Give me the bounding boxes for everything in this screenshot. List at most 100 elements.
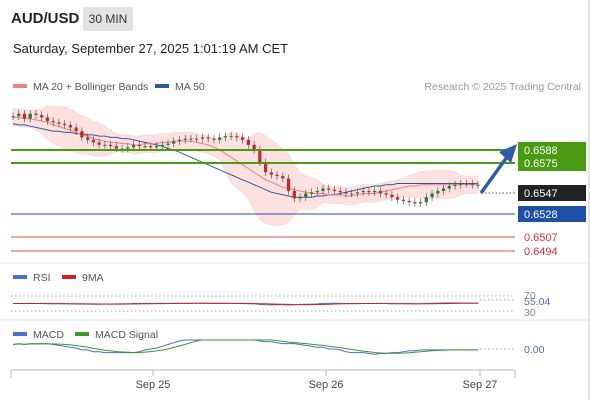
ma20-line [13,116,478,197]
candle-body [476,184,480,186]
candle-body [309,192,314,194]
candle-body [229,136,233,138]
bollinger-band-fill [12,105,479,227]
candle-body [74,127,78,132]
candle-body [367,190,371,193]
candle-body [143,146,147,148]
candle-body [57,122,61,124]
ma20-legend-label: MA 20 + Bollinger Bands [33,81,148,93]
candle-body [241,137,245,140]
candle-body [103,144,107,146]
candle-body [45,117,50,122]
candle-body [223,136,228,138]
forecast-arrow-shaft [479,155,509,195]
candle-body [126,147,130,149]
macd-legend-swatch [13,332,27,336]
candle-body [298,197,302,199]
candle-body [275,174,279,177]
timeframe-badge[interactable]: 30 MIN [83,7,133,31]
candle-body [424,197,428,203]
candle-body [86,137,90,140]
chart-right-border [588,0,590,400]
candle-body [436,190,440,194]
instrument-name: AUD/USD [11,10,80,27]
ma20-legend-swatch [13,84,27,88]
ma50-legend-label: MA 50 [175,81,205,93]
candle-body [361,190,365,193]
macd-panel: MACD MACD Signal 0.00 [12,329,545,356]
chart-header: AUD/USD 30 MIN Saturday, September 27, 2… [0,0,590,70]
candle-body [51,121,55,123]
candle-body [350,193,354,195]
candle-body [453,184,457,186]
candle-body [235,136,239,138]
x-tick-label-sep26: Sep 26 [309,379,344,391]
candle-body [183,138,187,140]
candle-body [286,178,291,191]
candle-body [63,123,67,125]
candle-body [373,190,377,193]
x-axis: Sep 25 Sep 26 Sep 27 [10,369,516,391]
candle-body [269,172,273,175]
candle-body [108,144,113,147]
macd-signal-legend-swatch [75,332,89,336]
rsi-level-30-label: 30 [524,307,536,319]
candle-body [114,146,118,149]
candle-body [11,116,15,118]
candle-body [200,137,205,139]
rsi-legend-swatch [13,275,27,279]
candle-body [131,144,136,148]
candle-body [390,194,394,198]
x-tick-label-sep27: Sep 27 [463,379,498,391]
level-value-green-upper: 0.6588 [524,145,558,157]
candle-body [470,183,474,185]
candle-body [418,202,423,204]
candlesticks [11,109,480,208]
candle-body [338,190,342,193]
price-panel: 0.6588 0.6575 0.6547 0.6528 0.6507 0.649… [11,105,586,258]
candle-body [459,183,463,185]
candle-body [189,138,193,140]
level-value-red-lower: 0.6494 [524,246,558,258]
chart-datetime: Saturday, September 27, 2025 1:01:19 AM … [13,41,289,56]
candle-body [413,202,417,204]
rsi-ma-legend-label: 9MA [82,272,104,284]
candle-body [304,193,308,198]
level-value-green-lower: 0.6575 [524,158,558,170]
candle-body [97,142,101,145]
macd-legend-label: MACD [33,329,64,341]
candle-body [327,188,331,190]
candle-body [378,190,383,194]
last-price-tag [518,185,586,201]
level-tag-green-upper [518,142,586,158]
level-tag-green-lower [518,155,586,171]
candle-body [218,137,222,140]
candle-body [17,113,21,117]
candle-body [464,183,469,185]
candle-body [160,144,164,147]
candle-body [172,141,176,144]
last-price-value: 0.6547 [524,188,558,200]
candle-body [321,188,325,191]
candle-body [315,190,319,193]
candle-body [212,138,216,140]
macd-signal-legend-label: MACD Signal [95,329,158,341]
candle-body [166,143,170,145]
candle-body [447,185,451,189]
candle-body [206,137,210,139]
rsi-panel: RSI 9MA 70 30 55.04 [11,272,550,319]
ma50-legend-swatch [155,84,169,88]
copyright-label: Research © 2025 Trading Central [424,81,581,93]
candle-body [246,139,250,145]
candle-body [258,149,262,163]
candle-body [28,113,32,119]
candle-body [91,139,95,143]
level-tag-blue [518,206,586,222]
ma50-line [12,123,478,198]
candle-body [68,124,73,128]
candle-body [384,193,388,195]
candle-body [344,192,348,194]
candle-body [149,146,153,148]
candle-body [332,189,337,191]
